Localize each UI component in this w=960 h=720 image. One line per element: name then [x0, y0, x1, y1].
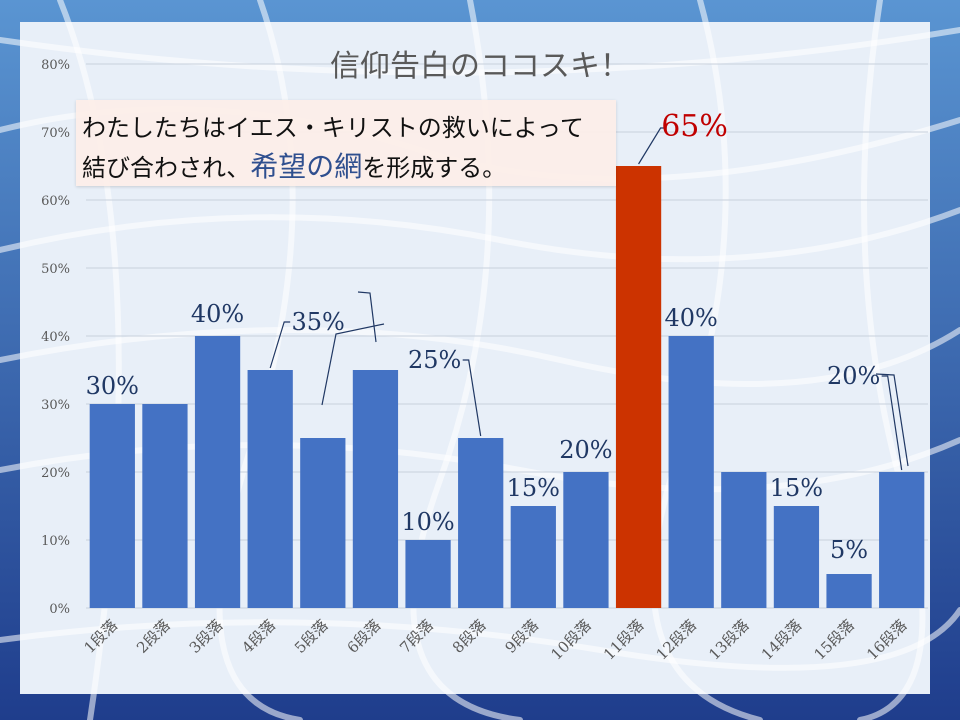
- data-label-10: 20%: [559, 436, 612, 464]
- y-tick-label: 10%: [41, 534, 70, 549]
- bar-7: [405, 540, 451, 608]
- leader-line: [357, 291, 377, 343]
- y-tick-label: 80%: [41, 58, 70, 73]
- bar-12: [668, 336, 714, 608]
- bar-1: [89, 404, 135, 608]
- bar-8: [458, 438, 504, 608]
- y-tick-label: 70%: [41, 126, 70, 141]
- leader-line: [638, 127, 667, 165]
- leader-lines: [269, 127, 909, 471]
- data-labels: 30% 40% 35% 10% 25% 15% 20% 65% 40% 15% 5% 20%: [86, 109, 881, 564]
- message-text-c: を形成する。: [362, 154, 507, 182]
- bar-14: [773, 506, 820, 608]
- data-label-15: 5%: [830, 536, 868, 564]
- data-label-7: 10%: [401, 508, 454, 536]
- bar-3: [194, 336, 241, 608]
- leader-line: [881, 375, 903, 471]
- y-axis-ticks: 0% 10% 20% 30% 40% 50% 60% 70% 80%: [41, 58, 70, 617]
- y-tick-label: 60%: [41, 194, 70, 209]
- bar-2: [142, 404, 188, 608]
- bar-5: [300, 438, 346, 608]
- y-tick-label: 0%: [49, 602, 70, 617]
- leader-line: [269, 321, 291, 369]
- bar-11: [615, 166, 662, 608]
- y-tick-label: 20%: [41, 466, 70, 481]
- bar-4: [247, 370, 293, 608]
- message-line-2: 結び合わされ、希望の網を形成する。: [82, 145, 506, 185]
- bar-10: [563, 472, 609, 608]
- leader-line: [321, 323, 385, 406]
- bar-15: [826, 574, 872, 608]
- bar-13: [721, 472, 767, 608]
- chart-title: 信仰告白のココスキ！: [330, 49, 630, 84]
- leader-line: [462, 359, 482, 437]
- bar-9: [510, 506, 556, 608]
- data-label-8: 25%: [408, 346, 461, 374]
- data-label-12: 40%: [665, 304, 718, 332]
- bars: [89, 166, 925, 608]
- leader-line: [875, 373, 909, 467]
- message-highlight: 希望の網: [250, 150, 363, 183]
- data-label-1: 30%: [86, 372, 139, 400]
- data-label-9: 15%: [507, 474, 560, 502]
- y-tick-label: 40%: [41, 330, 70, 345]
- y-tick-label: 30%: [41, 398, 70, 413]
- data-label-16: 20%: [827, 362, 880, 390]
- data-label-11: 65%: [661, 109, 728, 144]
- data-label-3: 40%: [191, 300, 244, 328]
- y-tick-label: 50%: [41, 262, 70, 277]
- message-line-1: わたしたちはイエス・キリストの救いによって: [82, 114, 584, 142]
- message-callout: わたしたちはイエス・キリストの救いによって 結び合わされ、希望の網を形成する。: [76, 100, 616, 186]
- bar-6: [352, 370, 399, 608]
- bar-16: [879, 472, 925, 608]
- message-text-a: 結び合わされ、: [82, 154, 251, 182]
- data-label-4: 35%: [292, 308, 345, 336]
- data-label-14: 15%: [770, 474, 823, 502]
